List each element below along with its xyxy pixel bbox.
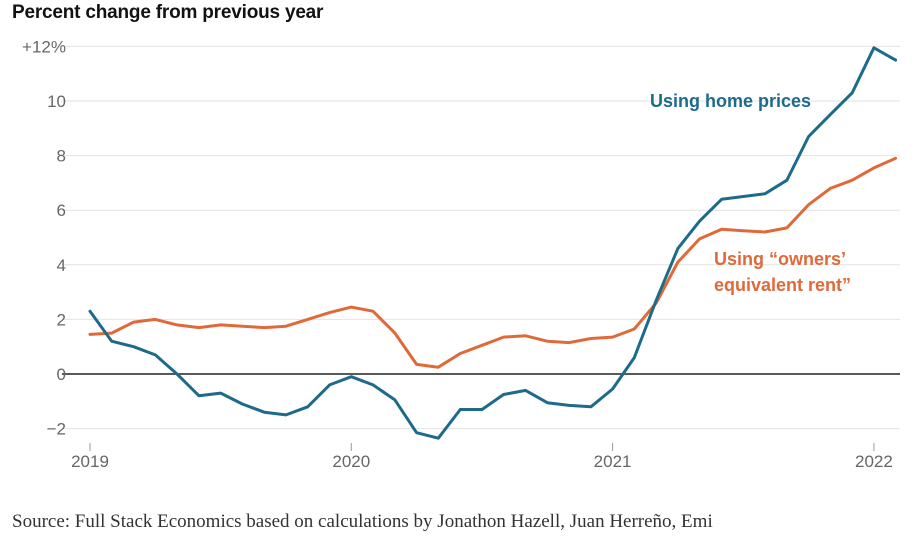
series-line-0: [88, 46, 898, 440]
y-tick-label-6: 0: [57, 365, 66, 384]
gridlines: [62, 45, 900, 430]
x-axis-ticks: 2019 2020 2021 2022: [71, 443, 893, 471]
y-tick-label-0: +12%: [22, 37, 66, 56]
y-tick-label-5: 2: [57, 310, 66, 329]
y-tick-label-3: 6: [57, 201, 66, 220]
y-tick-label-2: 8: [57, 147, 66, 166]
x-tick-label-1: 2020: [332, 452, 370, 471]
source-note: Source: Full Stack Economics based on ca…: [12, 511, 713, 532]
y-tick-label-4: 4: [57, 256, 66, 275]
series-label-1-line-0: Using “owners’: [714, 249, 846, 269]
x-tick-label-2: 2021: [594, 452, 632, 471]
series-label-0-line-0: Using home prices: [650, 91, 811, 111]
x-tick-label-3: 2022: [855, 452, 893, 471]
y-tick-label-7: −2: [47, 420, 66, 439]
x-tick-label-0: 2019: [71, 452, 109, 471]
series-line-1: [88, 156, 898, 369]
chart-title: Percent change from previous year: [12, 2, 324, 23]
series-lines: [88, 46, 898, 440]
line-chart: +12% 10 8 6 4 2 0 −2 2019 2020 2021 2022 Using hom…: [22, 37, 900, 471]
y-axis-ticks: +12% 10 8 6 4 2 0 −2: [22, 37, 66, 438]
series-label-1-line-1: equivalent rent”: [714, 275, 851, 295]
y-tick-label-1: 10: [47, 92, 66, 111]
series-labels: Using home prices Using “owners’ equivalen…: [650, 91, 851, 295]
